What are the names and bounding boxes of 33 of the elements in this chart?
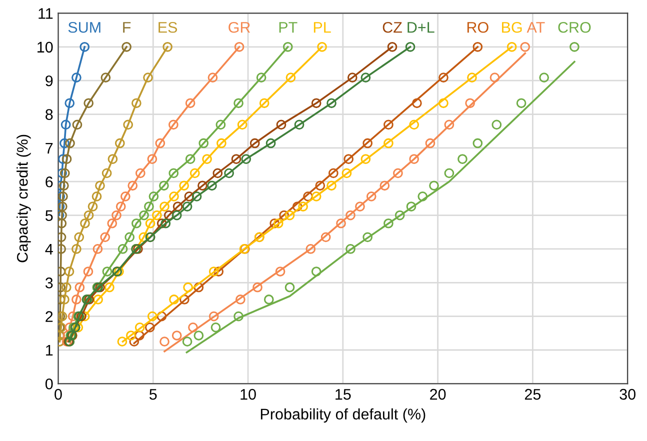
y-tick-label: 5 — [45, 210, 53, 221]
y-tick-label: 1 — [46, 345, 53, 356]
series-label: PT — [279, 22, 298, 33]
y-axis-title: Capacity credit (%) — [16, 134, 31, 262]
x-tick-label: 25 — [524, 388, 541, 400]
series-label: PL — [314, 22, 331, 33]
series-label: AT — [526, 22, 545, 33]
y-tick-label: 0 — [45, 378, 53, 390]
x-tick-label: 10 — [240, 388, 256, 400]
y-tick-label: 9 — [46, 75, 53, 86]
series-label: BG — [502, 22, 522, 33]
x-tick-label: 5 — [149, 389, 157, 400]
series-label: CZ — [382, 22, 402, 33]
x-tick-label: 15 — [336, 389, 351, 400]
x-axis-title: Probability of default (%) — [260, 408, 426, 423]
y-tick-label: 6 — [46, 176, 53, 188]
series-label: SUM — [68, 22, 100, 33]
series-label: F — [123, 22, 131, 33]
series-label: RO — [467, 22, 488, 33]
x-tick-label: 0 — [54, 388, 62, 400]
series-label: D+L — [408, 22, 434, 33]
x-tick-label: 30 — [620, 388, 636, 400]
series-label: ES — [158, 22, 178, 33]
series-label: GR — [228, 22, 250, 33]
y-tick-label: 4 — [45, 244, 53, 254]
y-tick-label: 7 — [46, 142, 53, 154]
y-tick-label: 10 — [38, 42, 53, 53]
y-tick-label: 2 — [46, 311, 53, 322]
y-tick-label: 3 — [45, 278, 53, 288]
y-tick-label: 8 — [46, 109, 53, 120]
x-tick-label: 20 — [430, 388, 446, 400]
series-label: CRO — [558, 22, 591, 33]
y-tick-label: 11 — [38, 8, 53, 19]
